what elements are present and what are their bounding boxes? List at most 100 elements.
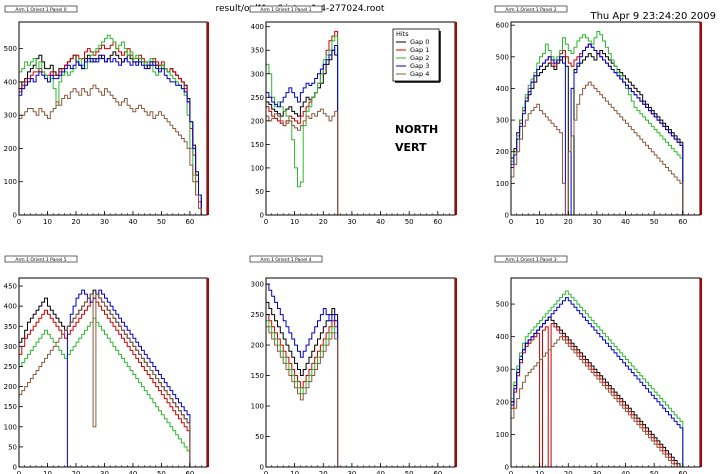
x-tick-label: 0 (17, 470, 21, 474)
y-tick-label: 350 (251, 47, 264, 55)
legend-box (392, 28, 440, 82)
y-tick-label: 300 (496, 366, 509, 374)
y-tick-label: 500 (496, 301, 509, 309)
y-tick-label: 100 (4, 178, 17, 186)
x-tick-label: 10 (290, 218, 299, 226)
x-tick-label: 20 (319, 470, 328, 474)
series-gap-1-line (19, 297, 193, 468)
y-tick-label: 0 (13, 212, 17, 220)
panel-title: Arm 1 Orient 1 Panel 4 (260, 257, 311, 263)
legend-entry: Gap 0 (410, 38, 429, 46)
panel-4: Arm 1 Orient 1 Panel 4 0 10 20 30 40 50 60 0 50 10… (249, 255, 457, 474)
panel-title-box (494, 255, 568, 263)
x-tick-label: 30 (347, 470, 356, 474)
timestamp-label: Thu Apr 9 23:24:20 2009 (589, 11, 716, 22)
legend-entry: Gap 4 (410, 70, 429, 78)
series-gap-3-line (19, 289, 193, 468)
x-tick-label: 50 (650, 218, 659, 226)
x-tick-label: 50 (650, 470, 659, 474)
series-gap-2-line (266, 320, 341, 468)
y-tick-label: 0 (260, 212, 264, 220)
y-tick-label: 100 (496, 180, 509, 188)
y-tick-label: 500 (4, 45, 17, 53)
x-tick-label: 0 (17, 218, 21, 226)
panel-title: Arm 1 Orient 1 Panel 2 (505, 7, 556, 13)
series-gap-4-line (266, 108, 341, 216)
y-tick-label: 200 (4, 145, 17, 153)
x-tick-label: 30 (592, 218, 601, 226)
y-tick-label: 150 (251, 141, 264, 149)
panel-1: Arm 1 Orient 1 Panel 1 0 10 20 30 40 50 60 0 50 10… (249, 5, 457, 226)
panel-title-box (494, 5, 568, 13)
y-tick-label: 100 (496, 431, 509, 439)
series-gap-4-line (511, 336, 686, 468)
series-gap-4-line (19, 293, 193, 468)
series-gap-4-line (266, 326, 341, 468)
x-tick-label: 0 (509, 470, 513, 474)
plot-frame (510, 21, 701, 216)
x-tick-label: 50 (405, 470, 414, 474)
panel-title: Arm 1 Orient 1 Panel 0 (15, 7, 66, 13)
x-tick-label: 40 (621, 218, 630, 226)
y-tick-label: 400 (4, 303, 17, 311)
y-tick-label: 450 (4, 283, 17, 291)
x-tick-label: 20 (72, 218, 81, 226)
x-tick-label: 30 (347, 218, 356, 226)
series-gap-1-line (511, 323, 686, 468)
x-tick-label: 30 (100, 218, 109, 226)
y-tick-label: 250 (4, 363, 17, 371)
series-gap-3-line (511, 297, 686, 468)
panel-3: Arm 1 Orient 1 Panel 5 0 10 20 30 40 50 60 0 50 10… (4, 255, 209, 474)
annotation-north: NORTH (395, 123, 438, 136)
y-tick-label: 200 (496, 148, 509, 156)
x-tick-label: 40 (128, 218, 137, 226)
panel-title-box (249, 5, 323, 13)
panel-0: Arm 1 Orient 1 Panel 0 0 10 20 30 40 50 60 0 100 2… (4, 5, 209, 226)
panel-title: Arm 1 Orient 1 Panel 1 (260, 7, 311, 13)
y-tick-label: 400 (496, 333, 509, 341)
y-tick-label: 400 (496, 85, 509, 93)
series-gap-3-line (266, 283, 341, 468)
y-tick-label: 50 (255, 188, 264, 196)
x-tick-label: 60 (433, 218, 442, 226)
y-tick-label: 100 (251, 164, 264, 172)
legend-entry: Gap 3 (410, 62, 429, 70)
panel-2: Arm 1 Orient 1 Panel 20 10 20 30 40 50 6001002… (494, 5, 702, 226)
x-tick-label: 40 (376, 470, 385, 474)
series-gap-0-line (266, 49, 341, 216)
x-tick-label: 0 (264, 218, 268, 226)
series-gap-2-line (19, 317, 193, 468)
y-tick-label: 300 (4, 112, 17, 120)
x-tick-label: 20 (319, 218, 328, 226)
series-gap-2-line (266, 35, 341, 216)
panel-title-box (4, 255, 78, 263)
annotation-vert: VERT (395, 141, 427, 154)
x-tick-label: 60 (433, 470, 442, 474)
x-tick-label: 50 (157, 470, 166, 474)
y-tick-label: 250 (251, 94, 264, 102)
panel-title: Arm 1 Orient 1 Panel 3 (505, 257, 556, 263)
y-tick-label: 0 (260, 464, 264, 472)
y-tick-label: 50 (255, 433, 264, 441)
x-tick-label: 20 (564, 218, 573, 226)
y-tick-label: 350 (4, 323, 17, 331)
series-gap-2-line (511, 290, 686, 468)
x-tick-label: 60 (678, 470, 687, 474)
x-tick-label: 0 (509, 218, 513, 226)
y-tick-label: 200 (251, 117, 264, 125)
x-tick-label: 40 (376, 218, 385, 226)
x-tick-label: 0 (264, 470, 268, 474)
x-tick-label: 40 (621, 470, 630, 474)
y-tick-label: 150 (4, 403, 17, 411)
series-gap-0-line (266, 301, 341, 468)
series-gap-1-line (266, 314, 341, 468)
y-tick-label: 300 (251, 281, 264, 289)
y-tick-label: 100 (251, 403, 264, 411)
y-tick-label: 250 (251, 311, 264, 319)
x-tick-label: 10 (43, 218, 52, 226)
series-gap-4-line (19, 84, 205, 216)
panel-title-box (249, 255, 323, 263)
panel-5: Arm 1 Orient 1 Panel 3 0 10 20 30 40 50 60 0 100 2… (494, 255, 702, 474)
